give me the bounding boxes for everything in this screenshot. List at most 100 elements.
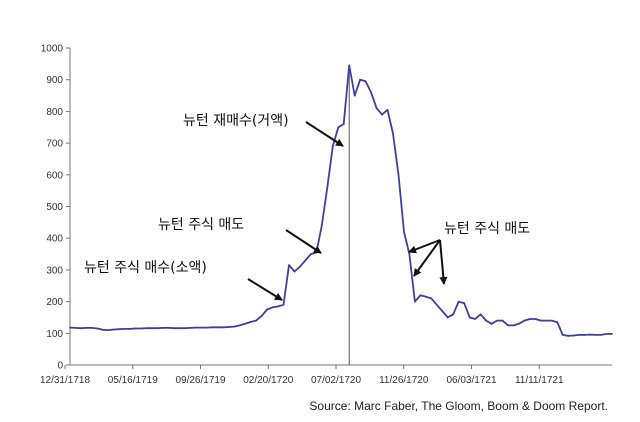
data-point bbox=[414, 300, 416, 303]
data-point bbox=[151, 327, 154, 330]
data-point bbox=[468, 316, 471, 319]
data-point bbox=[69, 326, 71, 329]
annotation-rebuy-large: 뉴턴 재매수(거액) bbox=[183, 113, 289, 129]
data-point bbox=[496, 319, 498, 322]
data-point bbox=[244, 322, 247, 325]
data-point bbox=[85, 327, 88, 329]
data-point bbox=[184, 327, 186, 330]
data-point bbox=[195, 326, 197, 329]
data-point bbox=[435, 303, 438, 306]
data-point bbox=[277, 305, 279, 308]
data-point bbox=[200, 326, 203, 329]
data-point bbox=[348, 64, 351, 67]
data-point bbox=[211, 326, 214, 329]
data-point bbox=[145, 327, 148, 330]
annotation-arrow bbox=[305, 121, 344, 147]
data-point bbox=[90, 327, 93, 329]
data-point bbox=[326, 186, 329, 189]
data-point bbox=[364, 80, 367, 83]
data-point bbox=[381, 113, 383, 116]
data-point bbox=[594, 333, 597, 336]
data-point bbox=[561, 333, 564, 336]
y-tick-label: 0 bbox=[57, 361, 63, 372]
x-tick-label: 11/26/1720 bbox=[379, 375, 429, 386]
x-tick-label: 09/26/1719 bbox=[175, 375, 225, 386]
data-point bbox=[101, 328, 104, 331]
x-tick-label: 11/11/1721 bbox=[515, 375, 564, 386]
data-point bbox=[112, 328, 115, 331]
x-tick-label: 12/31/1718 bbox=[40, 375, 90, 386]
data-point bbox=[309, 253, 312, 255]
y-ticks: 0 100 200 300 400 500 600 700 800 900 1000 bbox=[41, 44, 70, 372]
annotation-arrow bbox=[285, 229, 322, 254]
data-point bbox=[605, 333, 608, 335]
data-point bbox=[386, 108, 389, 111]
data-point bbox=[419, 294, 422, 297]
data-point bbox=[227, 326, 230, 328]
data-point bbox=[397, 173, 400, 176]
data-point bbox=[589, 333, 592, 336]
data-point bbox=[353, 94, 356, 97]
data-point bbox=[123, 327, 126, 330]
data-point bbox=[441, 310, 444, 313]
y-tick-label: 500 bbox=[46, 202, 63, 213]
data-point bbox=[600, 333, 602, 336]
data-point bbox=[550, 319, 553, 322]
y-tick-label: 100 bbox=[46, 329, 63, 340]
x-ticks: 12/31/1718 05/16/1719 09/26/1719 02/20/1720… bbox=[40, 365, 564, 386]
x-tick-label: 02/20/1720 bbox=[243, 375, 293, 386]
data-point bbox=[260, 314, 263, 317]
data-point bbox=[392, 132, 394, 135]
data-point bbox=[337, 126, 340, 129]
y-tick-label: 400 bbox=[46, 234, 63, 245]
y-tick-label: 900 bbox=[46, 75, 63, 86]
data-point bbox=[249, 320, 252, 323]
data-point bbox=[129, 327, 132, 330]
axes bbox=[69, 48, 612, 366]
data-point bbox=[315, 251, 318, 254]
data-point bbox=[80, 327, 82, 330]
annotation-arrow bbox=[247, 278, 283, 301]
data-point bbox=[446, 316, 449, 319]
data-point bbox=[74, 327, 77, 329]
data-point bbox=[457, 300, 460, 303]
data-point bbox=[534, 318, 537, 320]
data-point bbox=[320, 224, 323, 227]
x-tick-label: 05/16/1719 bbox=[108, 375, 158, 386]
data-point bbox=[523, 319, 526, 322]
data-point bbox=[512, 324, 515, 327]
data-point bbox=[299, 265, 301, 268]
data-point bbox=[611, 333, 613, 335]
annotation-sell-1: 뉴턴 주식 매도 bbox=[158, 217, 244, 233]
data-point bbox=[463, 302, 466, 305]
data-point bbox=[545, 319, 548, 322]
data-point bbox=[572, 334, 575, 337]
data-point bbox=[583, 333, 586, 336]
data-point bbox=[293, 270, 296, 273]
data-point bbox=[375, 107, 378, 110]
annotation-arrow bbox=[439, 239, 448, 285]
data-point bbox=[162, 327, 164, 329]
data-point bbox=[342, 123, 345, 125]
source-note: Source: Marc Faber, The Gloom, Boom & Do… bbox=[309, 399, 608, 413]
data-point bbox=[452, 313, 455, 316]
data-point bbox=[408, 253, 411, 255]
data-point bbox=[238, 324, 241, 327]
data-point bbox=[282, 303, 285, 306]
data-point bbox=[507, 324, 509, 327]
data-point bbox=[501, 319, 504, 322]
y-tick-label: 600 bbox=[46, 170, 63, 181]
data-point bbox=[331, 145, 334, 148]
data-point bbox=[222, 326, 225, 329]
data-point bbox=[255, 319, 258, 322]
y-tick-label: 700 bbox=[46, 139, 63, 150]
y-tick-label: 800 bbox=[46, 107, 63, 118]
data-point bbox=[173, 327, 175, 330]
data-point bbox=[359, 78, 362, 81]
data-point bbox=[556, 321, 559, 324]
data-point bbox=[474, 318, 477, 320]
data-point bbox=[178, 327, 181, 330]
data-point bbox=[578, 333, 581, 336]
data-point bbox=[288, 264, 290, 267]
annotations: 뉴턴 재매수(거액) 뉴턴 주식 매도 뉴턴 주식 매수(소액) 뉴턴 주식 매… bbox=[84, 113, 530, 301]
